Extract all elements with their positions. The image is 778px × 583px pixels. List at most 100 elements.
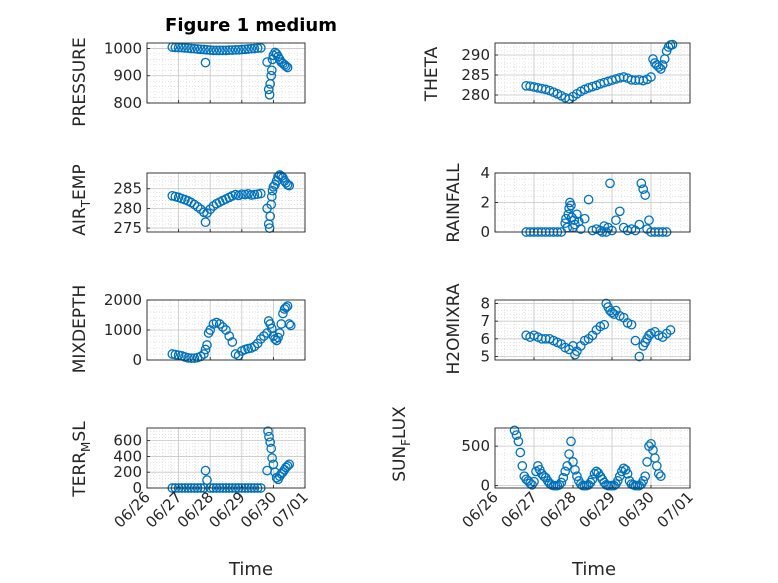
data-point (560, 218, 571, 229)
y-tick-label: 6 (480, 330, 490, 348)
data-point (612, 476, 623, 486)
data-point (186, 43, 197, 54)
y-tick-label: 400 (113, 447, 142, 465)
data-point (644, 215, 654, 226)
data-point (202, 44, 212, 55)
data-point (236, 44, 247, 55)
data-point (607, 225, 617, 236)
data-point (221, 325, 231, 335)
y-tick-label: 0 (480, 223, 490, 241)
data-point (268, 181, 279, 192)
data-point (511, 430, 522, 440)
data-point (249, 189, 260, 200)
data-point (267, 185, 278, 196)
data-point (638, 75, 649, 86)
ylabel-rainfall: RAINFALL (444, 163, 464, 243)
data-point (655, 471, 666, 482)
ylabel-sun-flux-base: SUN (390, 446, 410, 482)
ylabel-air-temp-base: AIR (70, 207, 90, 236)
data-point (224, 45, 235, 55)
ylabel-air-temp: AIRTEMP (70, 164, 93, 235)
data-point (205, 204, 216, 215)
data-point (513, 436, 524, 447)
y-tick-label: 1000 (104, 321, 142, 339)
data-point (634, 351, 645, 362)
data-point (274, 328, 285, 338)
ylabel-terr-msl-rest: SL (70, 421, 90, 442)
data-point (634, 219, 645, 230)
data-point (279, 59, 290, 70)
y-tick-label: 0 (480, 477, 490, 495)
data-point (281, 177, 291, 188)
data-point (221, 45, 231, 56)
data-point (646, 72, 656, 82)
data-point (246, 43, 257, 54)
data-point (264, 89, 275, 100)
subplot-theta: 280 285 290 THETA (422, 39, 691, 104)
y-tick-label: 0 (132, 351, 142, 369)
data-point (667, 39, 678, 50)
data-point (653, 468, 664, 479)
data-point (217, 45, 228, 56)
subplot-terr-msl: 020040060006/2606/2706/2806/2906/3007/01… (70, 421, 312, 532)
data-point (186, 353, 197, 364)
data-point (657, 60, 668, 70)
data-point (579, 213, 590, 224)
y-tick-label: 2 (480, 194, 490, 212)
axes-frame (494, 42, 691, 104)
data-point (249, 341, 260, 352)
axes-frame (146, 427, 306, 489)
data-point (285, 320, 296, 331)
data-point (230, 44, 241, 55)
data-point (630, 335, 641, 346)
xlabel-right: Time (571, 559, 616, 580)
subplot-pressure: 800 900 1000 PRESSURE (70, 37, 306, 127)
data-point (589, 468, 600, 479)
data-point (205, 45, 216, 55)
data-point (284, 319, 295, 329)
data-point (255, 334, 266, 344)
data-point (265, 211, 276, 222)
data-point (273, 332, 283, 343)
data-point (554, 479, 565, 490)
data-point (560, 466, 571, 477)
data-point (195, 351, 206, 362)
x-tick-label: 06/29 (576, 488, 619, 531)
y-tick-label: 500 (461, 437, 490, 455)
data-point (205, 325, 216, 335)
axes-frame (146, 172, 306, 233)
data-point (200, 344, 211, 355)
data-point (214, 45, 225, 56)
data-point (281, 61, 291, 72)
data-point (279, 304, 290, 314)
data-point (566, 200, 576, 211)
y-tick-label: 285 (461, 66, 490, 84)
data-point (217, 322, 228, 332)
data-point (266, 323, 277, 334)
data-point (252, 43, 263, 54)
y-tick-label: 8 (480, 295, 490, 313)
data-point (281, 462, 291, 473)
data-point (263, 426, 273, 437)
data-point (180, 43, 190, 53)
data-point (566, 436, 576, 447)
data-point (202, 340, 212, 350)
data-point (622, 468, 633, 479)
data-point (284, 459, 295, 470)
subplot-rainfall: 0 2 4 RAINFALL (444, 163, 691, 243)
data-point (282, 62, 293, 73)
data-point (199, 44, 209, 55)
y-tick-label: 900 (113, 67, 142, 85)
data-point (614, 206, 625, 217)
data-point (646, 438, 656, 449)
data-point (611, 215, 621, 226)
data-point (517, 461, 528, 471)
data-point (605, 178, 615, 189)
axes-frame (494, 299, 691, 361)
data-point (243, 44, 253, 54)
data-point (262, 57, 272, 67)
data-point (636, 178, 647, 189)
